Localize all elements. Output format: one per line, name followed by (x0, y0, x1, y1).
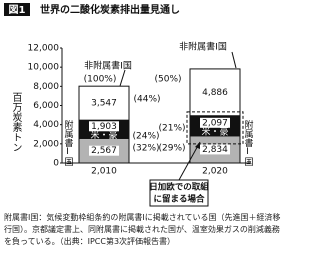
y-tick-label: 10,000 (28, 63, 60, 73)
y-axis-label: 百万炭素トン (10, 92, 22, 152)
y-tick-label: 4,000 (33, 120, 59, 130)
label-bg (200, 144, 230, 155)
annotation: 非附属書Ⅰ国 (84, 60, 132, 72)
value-label: 3,547 (91, 99, 117, 109)
y-tick-label: 2,000 (33, 139, 59, 149)
y-tick-label: 0 (53, 159, 59, 169)
y-tick-label: 12,000 (28, 44, 60, 54)
value-label: 2,834 (202, 145, 228, 155)
segment-name: 米・豪 (201, 125, 228, 137)
label-bg (200, 87, 230, 98)
value-label: 2,097 (202, 118, 228, 128)
annotation: (29%) (158, 144, 185, 154)
annotation: (24%) (132, 132, 159, 142)
leader (231, 51, 237, 69)
annotation: (50%) (154, 75, 181, 85)
label-bg (89, 121, 119, 132)
dashed-box (186, 111, 244, 145)
leader (119, 69, 126, 87)
arrow-head (195, 142, 200, 149)
value-label: 1,903 (91, 122, 117, 132)
annotation-vertical: 附属書Ⅰ国 (243, 119, 254, 167)
annotation: (44%) (133, 95, 160, 105)
figure-label: 図1 (9, 4, 26, 16)
annotation: 非附属書Ⅰ国 (179, 41, 227, 53)
label-bg (89, 98, 119, 109)
x-tick-label: 2,010 (91, 167, 117, 177)
y-tick-label: 6,000 (33, 101, 59, 111)
value-label: 2,567 (91, 146, 117, 156)
annotation: (21%) (158, 124, 185, 134)
label-bg (89, 145, 119, 156)
callout-text: に留まる場合 (153, 194, 205, 205)
page: {"chart_data": {"type": "stacked-bar", "… (4, 3, 281, 246)
callout-box (149, 179, 209, 207)
x-tick-label: 2,020 (202, 167, 228, 177)
annotation: (32%) (132, 144, 159, 154)
footnote: 附属書Ⅰ国：気候変動枠組条約の附属書Ⅰに掲載されている国（先進国＋経済移行国）。… (4, 213, 281, 246)
callout-arrow (178, 141, 201, 181)
chart-title: 世界の二酸化炭素排出量見通し (40, 3, 180, 16)
value-label: 4,886 (202, 88, 228, 98)
chart: 図1 世界の二酸化炭素排出量見通し 百万炭素トン 0 2,000 4,000 6,00… (4, 3, 254, 207)
annotation-vertical: 附属書Ⅰ国 (63, 119, 74, 167)
y-tick-label: 8,000 (33, 82, 59, 92)
callout-text: 日加欧での取組 (149, 182, 209, 193)
label-bg (200, 117, 230, 128)
annotation: (100%) (84, 75, 117, 85)
segment-name: 米・豪 (90, 129, 117, 141)
figure-label-box (4, 3, 30, 16)
